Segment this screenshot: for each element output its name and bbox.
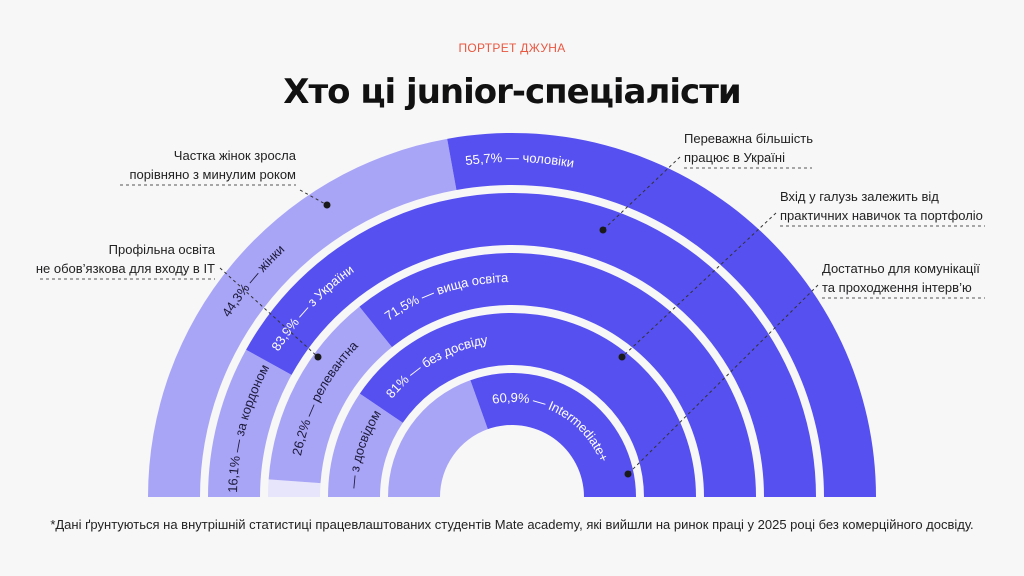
kicker: ПОРТРЕТ ДЖУНА <box>458 41 565 55</box>
ring-segment <box>246 192 816 497</box>
ring-segment <box>268 479 321 497</box>
annotation-text: працює в Україні <box>684 150 785 165</box>
annotation-leader <box>299 189 328 206</box>
annotation-text: Вхід у галузь залежить від <box>780 189 939 204</box>
ring-segment <box>148 138 457 497</box>
annotation-text: практичних навичок та портфоліо <box>780 208 983 223</box>
annotation-text: та проходження інтерв’ю <box>822 280 972 295</box>
ring-segment <box>359 313 696 497</box>
ring-segment <box>359 253 756 497</box>
annotation-text: Профільна освіта <box>109 242 216 257</box>
ring-segment <box>268 306 392 484</box>
annotation-text: Частка жінок зросла <box>174 148 297 163</box>
annotation-dot <box>323 201 331 209</box>
annotation-dot <box>624 470 632 478</box>
footnote: *Дані ґрунтуються на внутрішній статисти… <box>50 517 973 532</box>
annotation-dot <box>618 353 626 361</box>
annotations: Частка жінок зросла порівняно з минулим р… <box>36 131 985 478</box>
annotation-text: Переважна більшість <box>684 131 813 146</box>
annotation-leader <box>621 212 777 358</box>
svg-text:55,7% — чоловіки: 55,7% — чоловіки <box>464 150 575 171</box>
annotation-leader <box>627 284 819 475</box>
segment-label: 55,7% — чоловіки <box>464 150 575 171</box>
ring-segment <box>470 373 636 497</box>
annotation-text: порівняно з минулим роком <box>129 167 296 182</box>
ring-segment <box>328 393 403 497</box>
ring-segment <box>208 349 292 497</box>
annotation-dot <box>599 226 607 234</box>
ring-segment <box>388 380 488 497</box>
chart-title: Хто ці junior-спеціалісти <box>283 72 741 112</box>
annotation-text: Достатньо для комунікації <box>822 261 980 276</box>
ring-segment <box>447 132 876 497</box>
annotation-text: не обов’язкова для входу в IT <box>36 261 215 276</box>
annotation-dot <box>314 353 322 361</box>
annotation-leader <box>219 267 319 358</box>
